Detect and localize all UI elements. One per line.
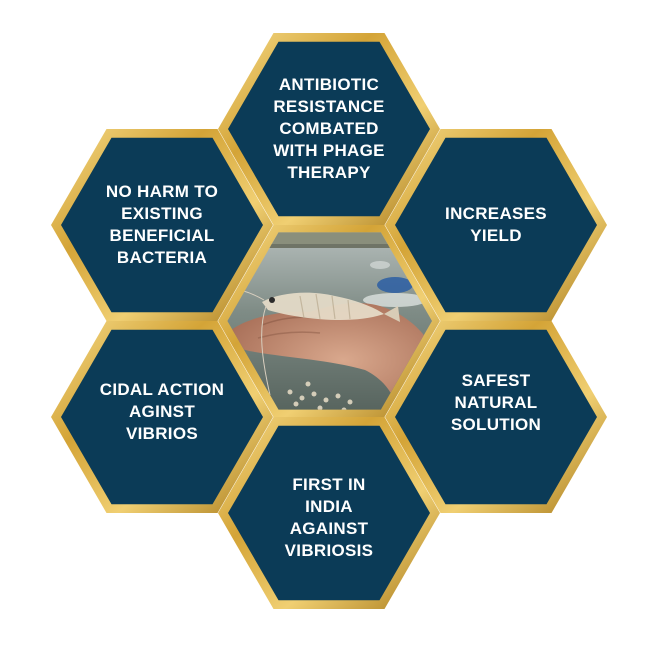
hex-bottom bbox=[218, 417, 440, 609]
hex-upper-right bbox=[385, 129, 607, 321]
label-no-harm: NO HARM TO EXISTING BENEFICIAL BACTERIA bbox=[105, 182, 219, 267]
hex-center-photo bbox=[218, 225, 440, 417]
hex-lower-right bbox=[385, 321, 607, 513]
label-cidal-action: CIDAL ACTION AGINST VIBRIOS bbox=[99, 380, 225, 443]
label-safest-natural-solution: SAFEST NATURAL SOLUTION bbox=[450, 371, 542, 434]
hex-lower-left bbox=[51, 321, 273, 513]
label-increases-yield: INCREASES YIELD bbox=[445, 204, 547, 245]
shrimp-hand-photo-icon bbox=[227, 232, 432, 410]
label-first-in-india: FIRST IN INDIA AGAINST VIBRIOSIS bbox=[284, 475, 374, 560]
hex-upper-left bbox=[51, 129, 273, 321]
hex-top bbox=[218, 33, 440, 225]
label-antibiotic-resistance: ANTIBIOTIC RESISTANCE COMBATED WITH PHAG… bbox=[273, 75, 385, 182]
